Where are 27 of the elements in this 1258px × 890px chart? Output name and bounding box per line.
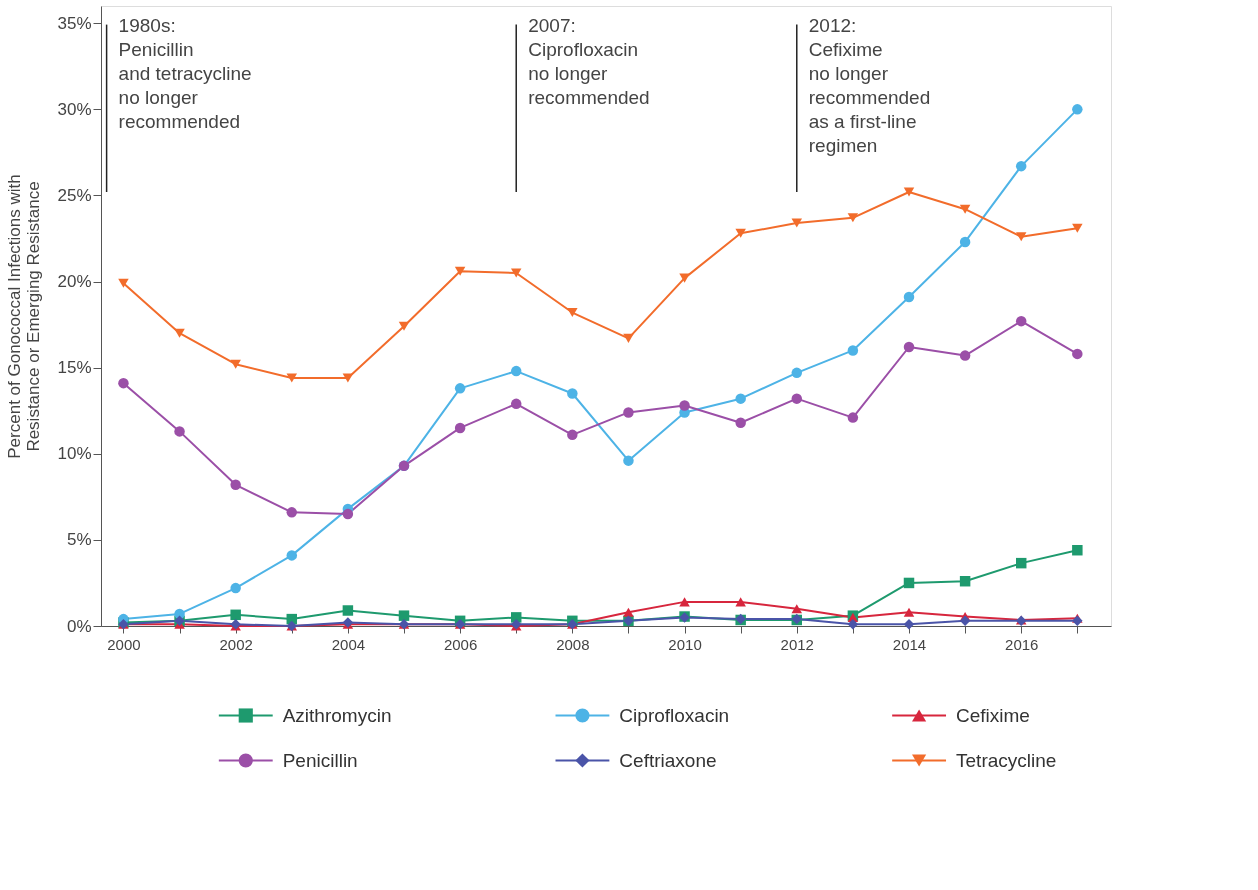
y-tick-label: 35% (57, 13, 92, 33)
y-tick-label: 15% (57, 358, 92, 378)
x-tick-label: 2008 (556, 635, 590, 653)
y-axis-title: Percent of Gonococcal Infections with Resistance or Emerging Resistance (5, 174, 44, 459)
y-tick-label: 25% (57, 185, 92, 205)
x-tick-label: 2006 (443, 635, 478, 653)
y-tick-label: 0% (66, 616, 92, 636)
ref-line-label: 1980s: Penicillin and tetracycline no longer recommended (118, 14, 252, 132)
x-tick-label: 2004 (331, 635, 366, 653)
legend-label: Ciprofloxacin (619, 704, 730, 726)
y-tick-label: 30% (57, 99, 92, 119)
y-tick-label: 5% (66, 530, 92, 550)
legend-label: Penicillin (282, 749, 358, 771)
x-tick-label: 2014 (892, 635, 927, 653)
x-tick-label: 2016 (1005, 635, 1039, 653)
x-tick-label: 2012 (780, 635, 814, 653)
legend-label: Azithromycin (282, 704, 392, 726)
y-tick-label: 10% (57, 444, 92, 464)
y-tick-label: 20% (57, 272, 92, 292)
x-tick-label: 2002 (219, 635, 253, 653)
x-tick-label: 2010 (668, 635, 702, 653)
ref-line-label: 2007: Ciprofloxacin no longer recommended (528, 14, 650, 108)
legend-label: Ceftriaxone (619, 749, 717, 771)
legend-label: Cefixime (956, 704, 1030, 726)
ref-line-label: 2012: Cefixime no longer recommended as a first-line regimen (808, 14, 931, 156)
x-tick-label: 2000 (107, 635, 141, 653)
legend-label: Tetracycline (956, 749, 1057, 771)
